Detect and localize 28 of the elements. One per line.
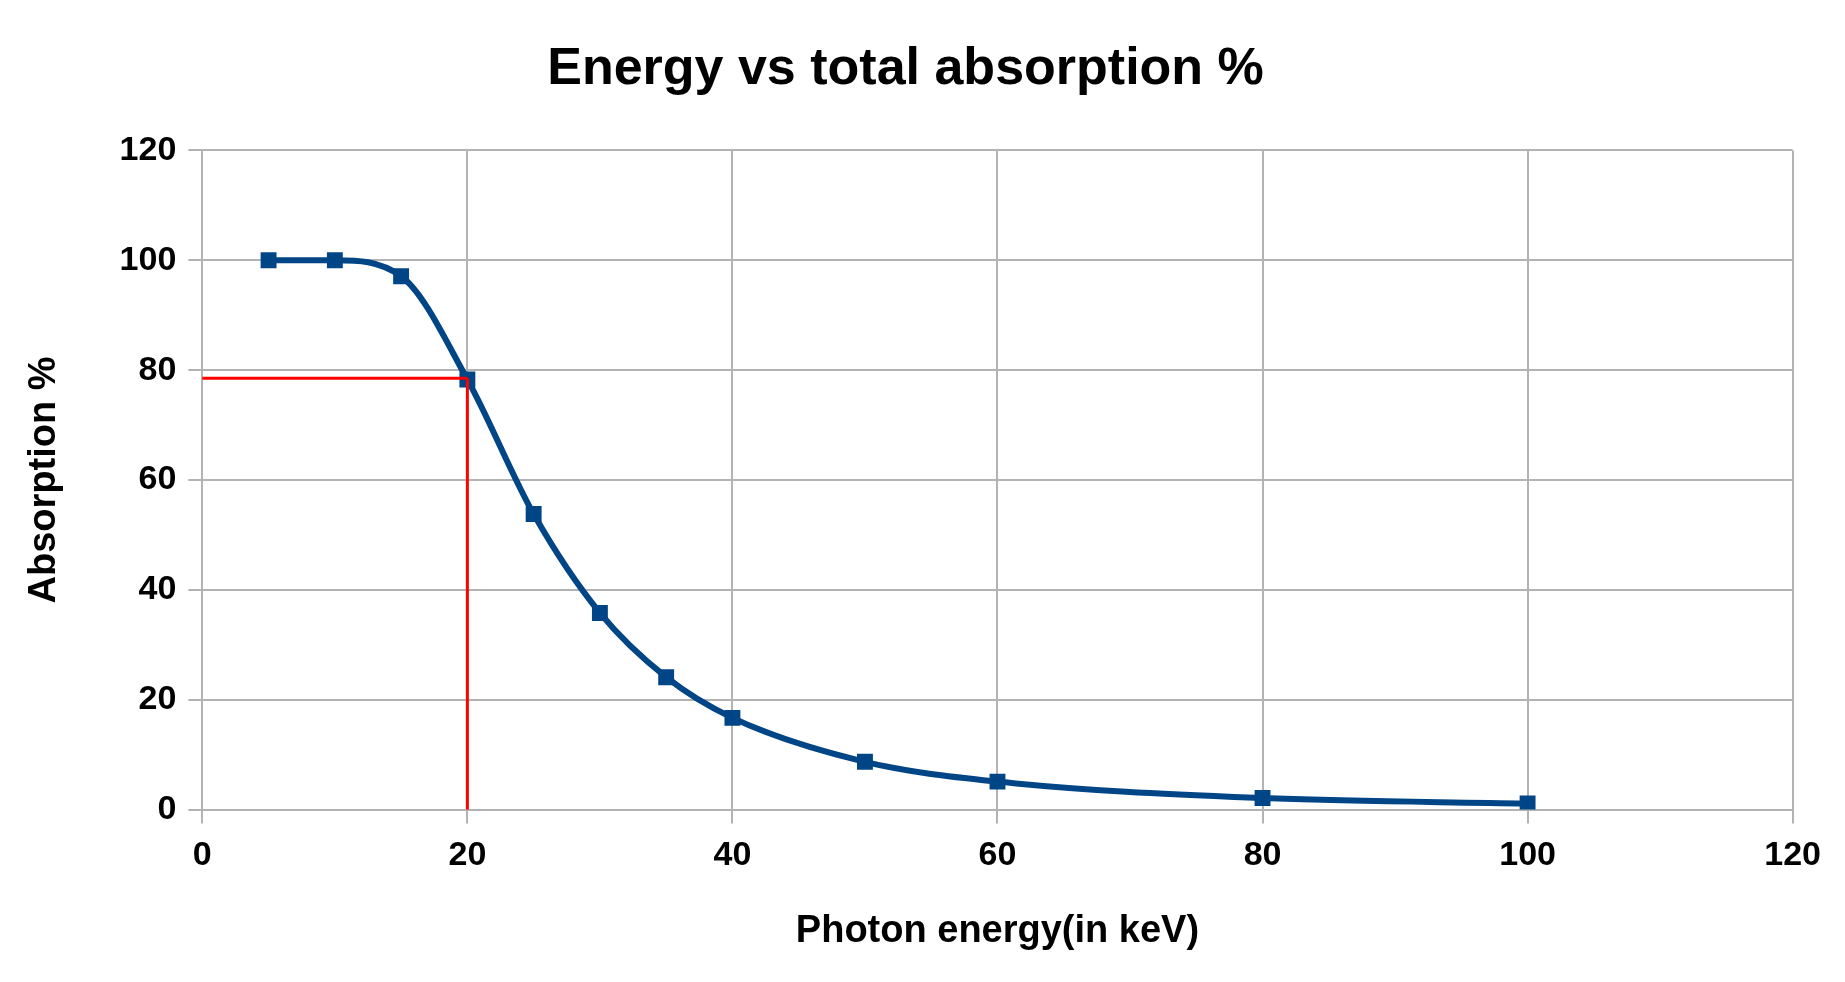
point <box>393 268 410 285</box>
point <box>591 604 608 621</box>
point <box>857 753 873 770</box>
point <box>260 252 277 269</box>
point <box>1519 795 1536 810</box>
point <box>724 709 741 726</box>
y-tick-label: 20 <box>138 678 177 717</box>
x-tick-label: 120 <box>1764 834 1821 873</box>
point <box>658 669 675 686</box>
x-axis-title: Photon energy(in keV) <box>795 907 1200 950</box>
point <box>525 506 542 523</box>
y-tick-label: 60 <box>138 458 177 497</box>
x-tick-label: 60 <box>978 834 1017 873</box>
y-tick-label: 120 <box>119 128 177 167</box>
point <box>326 252 343 269</box>
x-tick-label: 80 <box>1243 834 1282 873</box>
y-tick-label: 100 <box>119 238 177 277</box>
y-tick-label: 80 <box>138 348 177 387</box>
point <box>989 773 1006 790</box>
x-tick-label: 0 <box>192 834 212 873</box>
y-axis-title: Absorption % <box>21 356 64 604</box>
y-tick-label: 0 <box>157 787 177 826</box>
chart-title: Energy vs total absorption % <box>547 36 1264 95</box>
x-tick-label: 40 <box>713 834 752 873</box>
x-tick-label: 100 <box>1499 834 1556 873</box>
x-tick-label: 20 <box>448 834 487 873</box>
y-tick-label: 40 <box>138 568 177 607</box>
point <box>1254 790 1271 807</box>
